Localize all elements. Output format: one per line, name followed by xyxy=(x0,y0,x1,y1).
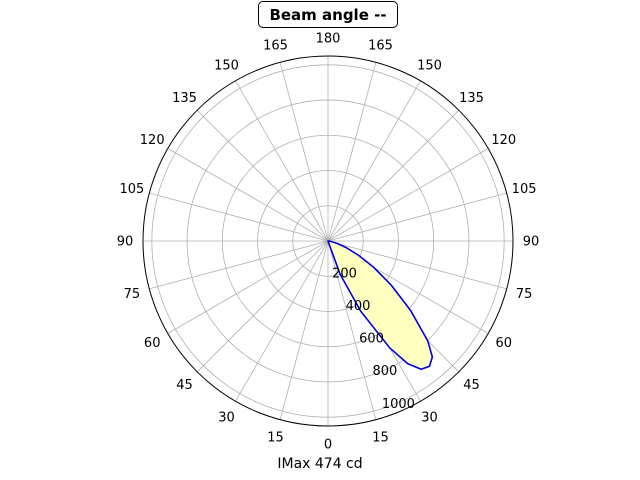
series-fill-0 xyxy=(328,241,433,370)
angle-grid-line-5 xyxy=(327,240,507,290)
angle-grid-line-21 xyxy=(196,240,329,373)
angle-grid-line-9 xyxy=(327,109,460,242)
angle-tick-label-23: 15 xyxy=(267,431,284,446)
angle-tick-label-5: 75 xyxy=(516,287,533,302)
angle-tick-label-22: 30 xyxy=(218,410,235,425)
series-layer xyxy=(327,240,434,371)
angle-tick-label-17: 105 xyxy=(119,182,144,197)
angle-tick-label-8: 120 xyxy=(491,133,516,148)
angle-grid-line-8 xyxy=(327,148,489,242)
angle-tick-label-11: 165 xyxy=(368,38,393,53)
angle-grid-line-23 xyxy=(279,240,329,420)
angle-tick-label-9: 135 xyxy=(459,91,484,106)
angle-grid-line-13 xyxy=(279,62,329,242)
angle-tick-label-3: 45 xyxy=(463,378,480,393)
angle-tick-label-18: 90 xyxy=(117,235,134,250)
angle-tick-label-14: 150 xyxy=(214,59,239,74)
angle-tick-label-2: 30 xyxy=(421,410,438,425)
angle-tick-label-20: 60 xyxy=(144,336,161,351)
angle-grid-line-7 xyxy=(327,192,507,242)
x-axis-label: IMax 474 cd xyxy=(277,456,363,472)
radial-tick-labels: 200 400 600 800 1000 xyxy=(332,267,415,412)
radial-tick-label-3: 800 xyxy=(372,364,397,379)
angle-grid-line-19 xyxy=(149,240,329,290)
angle-grid-line-22 xyxy=(235,240,329,402)
radial-tick-label-1: 400 xyxy=(346,299,371,314)
polar-grid xyxy=(142,55,514,427)
angle-grid-line-1 xyxy=(327,240,377,420)
angle-tick-labels: 0 15 30 45 60 75 90 105 120 135 150 165 180 165 150 135… xyxy=(117,32,540,453)
angle-grid-line-14 xyxy=(235,80,329,242)
radial-tick-label-2: 600 xyxy=(359,332,384,347)
radial-tick-label-4: 1000 xyxy=(382,397,415,412)
angle-tick-label-0: 0 xyxy=(324,438,332,453)
angle-tick-label-15: 135 xyxy=(172,91,197,106)
polar-frame xyxy=(142,55,514,427)
angle-grid-line-16 xyxy=(167,148,329,242)
angle-tick-label-6: 90 xyxy=(523,235,540,250)
radial-tick-label-0: 200 xyxy=(332,267,357,282)
angle-grid-line-20 xyxy=(167,240,329,334)
angle-tick-label-19: 75 xyxy=(124,287,141,302)
angle-tick-label-4: 60 xyxy=(496,336,513,351)
angle-tick-label-13: 165 xyxy=(263,38,288,53)
angle-tick-label-12: 180 xyxy=(316,32,341,47)
angle-grid-line-10 xyxy=(327,80,421,242)
angle-tick-label-1: 15 xyxy=(372,431,389,446)
series-line-0 xyxy=(327,240,434,371)
angle-grid-line-17 xyxy=(149,192,329,242)
angle-grid-line-15 xyxy=(196,109,329,242)
angle-grid-line-11 xyxy=(327,62,377,242)
angle-tick-label-7: 105 xyxy=(512,182,537,197)
chart-title: Beam angle -- xyxy=(258,1,398,28)
angle-tick-label-10: 150 xyxy=(417,59,442,74)
angle-tick-label-21: 45 xyxy=(176,378,193,393)
angle-tick-label-16: 120 xyxy=(140,133,165,148)
